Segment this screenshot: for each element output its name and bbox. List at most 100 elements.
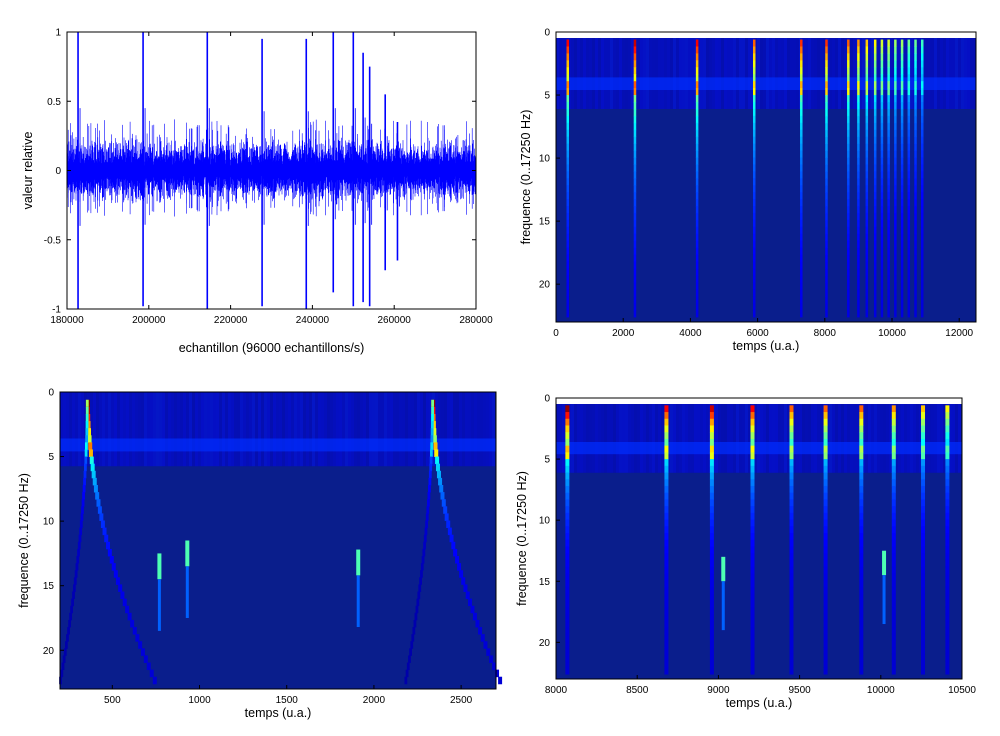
- x-tick-label: 8000: [545, 685, 568, 696]
- y-tick-label: 0: [55, 166, 61, 177]
- x-tick-label: 0: [553, 328, 559, 339]
- y-tick-label: 5: [544, 91, 550, 102]
- spectrogram-texture: [556, 38, 976, 109]
- x-tick-label: 200000: [132, 315, 166, 326]
- y-axis-label: frequence (0..17250 Hz): [17, 473, 31, 608]
- spectrogram-event-7: [857, 39, 860, 318]
- x-tick-label: 12000: [945, 328, 973, 339]
- y-tick-label: 15: [539, 577, 551, 588]
- y-tick-label: 10: [539, 516, 551, 527]
- spectrogram-event-8: [921, 405, 926, 675]
- waveform-chart: 180000 200000 220000 240000 260000 280000 1 0.5…: [0, 0, 500, 360]
- spectrogram-event-12: [894, 39, 897, 318]
- spectrogram-event-10: [880, 39, 884, 318]
- y-tick-label: 0: [544, 394, 550, 405]
- y-tick-label: 15: [539, 217, 551, 228]
- x-tick-label: 280000: [459, 315, 493, 326]
- spectrogram-event-5: [825, 39, 828, 318]
- spectrogram-event-6: [859, 405, 864, 675]
- spectrogram-event-1: [633, 39, 637, 318]
- spectrogram-event-7: [891, 405, 896, 675]
- x-axis-label: temps (u.a.): [245, 706, 312, 720]
- spectrogram-event-11: [887, 39, 890, 318]
- y-tick-label: -1: [52, 305, 61, 316]
- spectrogram-event-3: [750, 405, 755, 675]
- spectrogram-zoom-early-svg: 500 1000 1500 2000 2500 0 5 10 15 20 temps (u.a.) f…: [17, 388, 503, 720]
- x-tick-label: 180000: [50, 315, 84, 326]
- y-tick-label: 0: [544, 28, 550, 39]
- y-tick-label: -0.5: [44, 235, 62, 246]
- spectrogram-blip-0: [721, 556, 726, 631]
- x-tick-label: 8000: [814, 328, 837, 339]
- spectrogram-event-15: [914, 39, 917, 318]
- spectrogram-blip-0: [157, 553, 162, 631]
- spectrogram-event-5: [823, 405, 828, 675]
- x-tick-label: 6000: [746, 328, 769, 339]
- spectrogram-event-4: [800, 39, 803, 318]
- spectrogram-blip-1: [882, 550, 887, 625]
- x-axis-label: temps (u.a.): [726, 696, 793, 710]
- y-axis-label: valeur relative: [21, 132, 35, 210]
- spectrogram-texture: [556, 404, 961, 473]
- spectrogram-top-strip: [556, 32, 976, 38]
- x-tick-label: 240000: [296, 315, 330, 326]
- x-tick-label: 2000: [612, 328, 635, 339]
- y-axis-label: frequence (0..17250 Hz): [515, 471, 529, 606]
- spectrogram-event-0: [566, 39, 570, 318]
- spectrogram-full: 0 2000 4000 6000 8000 10000 12000 0 5 10 15 20 temps…: [500, 0, 1000, 360]
- y-tick-label: 1: [55, 28, 61, 39]
- x-axis-label: echantillon (96000 echantillons/s): [179, 341, 365, 355]
- x-tick-label: 8500: [626, 685, 649, 696]
- x-axis-label: temps (u.a.): [733, 339, 800, 353]
- x-tick-label: 500: [104, 695, 121, 706]
- spectrogram-event-3: [752, 39, 756, 318]
- spectrogram-event-2: [709, 405, 714, 675]
- spectrogram-full-svg: 0 2000 4000 6000 8000 10000 12000 0 5 10 15 20 temps…: [519, 28, 977, 353]
- spectrogram-texture: [60, 392, 495, 467]
- y-tick-label: 20: [539, 280, 551, 291]
- spectrogram-zoom-early: 500 1000 1500 2000 2500 0 5 10 15 20 temps (u.a.) f…: [0, 372, 503, 736]
- y-tick-label: 10: [539, 154, 551, 165]
- spectrogram-event-6: [847, 39, 850, 318]
- spectrogram-band: [556, 77, 976, 90]
- y-tick-label: 20: [539, 638, 551, 649]
- spectrogram-event-9: [945, 405, 950, 675]
- y-axis-label: frequence (0..17250 Hz): [519, 110, 533, 245]
- x-tick-label: 260000: [378, 315, 412, 326]
- x-tick-label: 10000: [878, 328, 906, 339]
- spectrogram-event-2: [695, 39, 699, 318]
- waveform-svg: 180000 200000 220000 240000 260000 280000 1 0.5…: [21, 28, 493, 356]
- y-tick-label: 5: [544, 455, 550, 466]
- spectrogram-event-8: [865, 39, 869, 318]
- plot-frame: [555, 31, 977, 323]
- y-tick-label: 0.5: [47, 97, 61, 108]
- plot-frame: [59, 391, 497, 690]
- spectrogram-event-0: [565, 405, 570, 675]
- spectrogram-top-strip: [556, 398, 962, 404]
- x-tick-label: 9500: [788, 685, 811, 696]
- spectrogram-band: [556, 441, 962, 455]
- spectrogram-band: [60, 438, 496, 452]
- spectrogram-zoom-late-svg: 8000 8500 9000 9500 10000 10500 0 5 10 15 20 temps …: [515, 394, 976, 711]
- spectrogram-event-9: [873, 39, 877, 318]
- y-tick-label: 5: [48, 452, 54, 463]
- spectrogram-event-0: [59, 399, 157, 685]
- spectrogram-blip-1: [185, 540, 190, 618]
- y-tick-label: 20: [43, 646, 55, 657]
- spectrogram-event-1: [404, 399, 503, 685]
- spectrogram-event-13: [900, 39, 904, 318]
- x-tick-label: 1000: [188, 695, 211, 706]
- spectrogram-event-16: [920, 39, 924, 318]
- y-tick-label: 0: [48, 388, 54, 399]
- x-tick-label: 2500: [450, 695, 473, 706]
- plot-frame: [555, 397, 963, 680]
- spectrogram-blip-2: [356, 549, 361, 628]
- spectrogram-zoom-late: 8000 8500 9000 9500 10000 10500 0 5 10 15 20 temps …: [500, 372, 1000, 736]
- x-tick-label: 10500: [948, 685, 976, 696]
- x-tick-label: 10000: [867, 685, 895, 696]
- x-tick-label: 1500: [276, 695, 299, 706]
- spectrogram-event-1: [664, 405, 669, 675]
- spectrogram-event-4: [789, 405, 794, 675]
- x-tick-label: 220000: [214, 315, 248, 326]
- x-tick-label: 9000: [707, 685, 730, 696]
